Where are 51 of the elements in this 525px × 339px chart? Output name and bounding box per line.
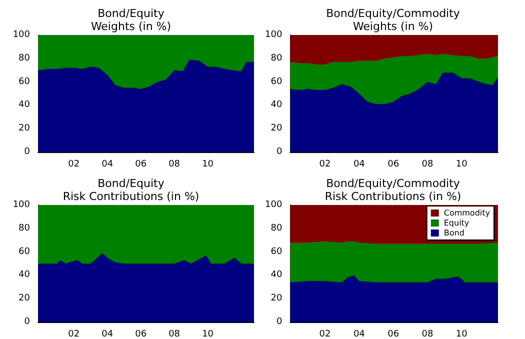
y-tick-label: 100 (12, 30, 30, 40)
x-tick-label: 08 (168, 330, 180, 339)
y-tick-label: 40 (270, 270, 282, 280)
y-tick-label: 0 (24, 317, 30, 327)
x-tick-label: 04 (353, 330, 366, 339)
x-tick-label: 02 (68, 160, 80, 170)
chart-title: Bond/Equity/Commodity Risk Contributions (in %) (324, 177, 462, 203)
y-tick-label: 60 (270, 246, 282, 257)
y-tick-label: 20 (18, 124, 30, 134)
y-tick-label: 40 (270, 100, 282, 110)
y-tick-label: 60 (270, 76, 282, 87)
x-tick-label: 10 (202, 330, 214, 339)
x-tick-label: 04 (353, 160, 366, 170)
y-tick-label: 40 (18, 270, 30, 280)
y-tick-label: 100 (264, 200, 282, 210)
chart-title: Bond/Equity Risk Contributions (in %) (62, 177, 200, 203)
y-tick-label: 0 (24, 147, 30, 157)
legend-label: Bond (444, 228, 464, 238)
y-tick-label: 80 (270, 53, 282, 64)
y-tick-label: 40 (18, 100, 30, 110)
x-tick-label: 06 (135, 160, 147, 170)
y-tick-label: 80 (270, 223, 282, 234)
chart-title: Bond/Equity/Commodity Weights (in %) (326, 7, 460, 33)
x-tick-label: 06 (135, 330, 147, 339)
x-tick-label: 02 (68, 330, 80, 339)
y-tick-label: 0 (276, 317, 282, 327)
x-tick-label: 08 (422, 330, 434, 339)
y-tick-label: 60 (18, 76, 30, 87)
y-tick-label: 80 (18, 53, 30, 64)
y-tick-label: 20 (18, 294, 30, 304)
x-tick-label: 10 (456, 160, 468, 170)
legend-label: Equity (444, 218, 470, 228)
x-tick-label: 08 (168, 160, 180, 170)
x-tick-label: 04 (102, 160, 114, 170)
x-tick-label: 06 (388, 160, 400, 170)
x-tick-label: 08 (422, 160, 434, 170)
x-tick-label: 02 (319, 160, 331, 170)
legend-label: Commodity (444, 208, 490, 218)
x-tick-label: 02 (319, 330, 331, 339)
x-tick-label: 04 (102, 330, 114, 339)
chart-title: Bond/Equity Weights (in %) (90, 7, 172, 33)
y-tick-label: 80 (18, 223, 30, 234)
y-tick-label: 20 (270, 294, 282, 304)
y-tick-label: 100 (264, 30, 282, 40)
x-tick-label: 06 (388, 330, 400, 339)
y-tick-label: 60 (18, 246, 30, 257)
y-tick-label: 0 (276, 147, 282, 157)
x-tick-label: 10 (456, 330, 468, 339)
y-tick-label: 100 (12, 200, 30, 210)
x-tick-label: 10 (202, 160, 214, 170)
y-tick-label: 20 (270, 124, 282, 134)
